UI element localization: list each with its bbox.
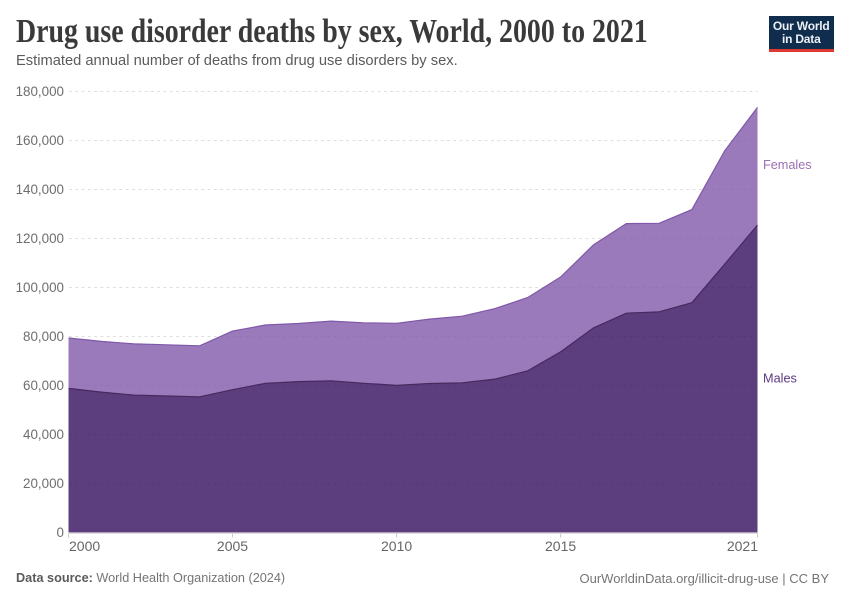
svg-text:Females: Females (763, 158, 812, 172)
svg-text:140,000: 140,000 (16, 182, 64, 197)
svg-text:120,000: 120,000 (16, 231, 64, 246)
svg-text:2010: 2010 (381, 538, 412, 554)
svg-text:2005: 2005 (217, 538, 248, 554)
svg-text:60,000: 60,000 (23, 378, 64, 393)
svg-text:160,000: 160,000 (16, 133, 64, 148)
svg-text:0: 0 (57, 525, 64, 540)
svg-text:2021: 2021 (727, 538, 758, 554)
svg-text:180,000: 180,000 (16, 84, 64, 99)
svg-text:80,000: 80,000 (23, 329, 64, 344)
svg-text:Males: Males (763, 372, 797, 386)
svg-text:40,000: 40,000 (23, 427, 64, 442)
svg-text:2000: 2000 (69, 538, 100, 554)
svg-text:100,000: 100,000 (16, 280, 64, 295)
svg-text:2015: 2015 (545, 538, 576, 554)
svg-text:20,000: 20,000 (23, 476, 64, 491)
